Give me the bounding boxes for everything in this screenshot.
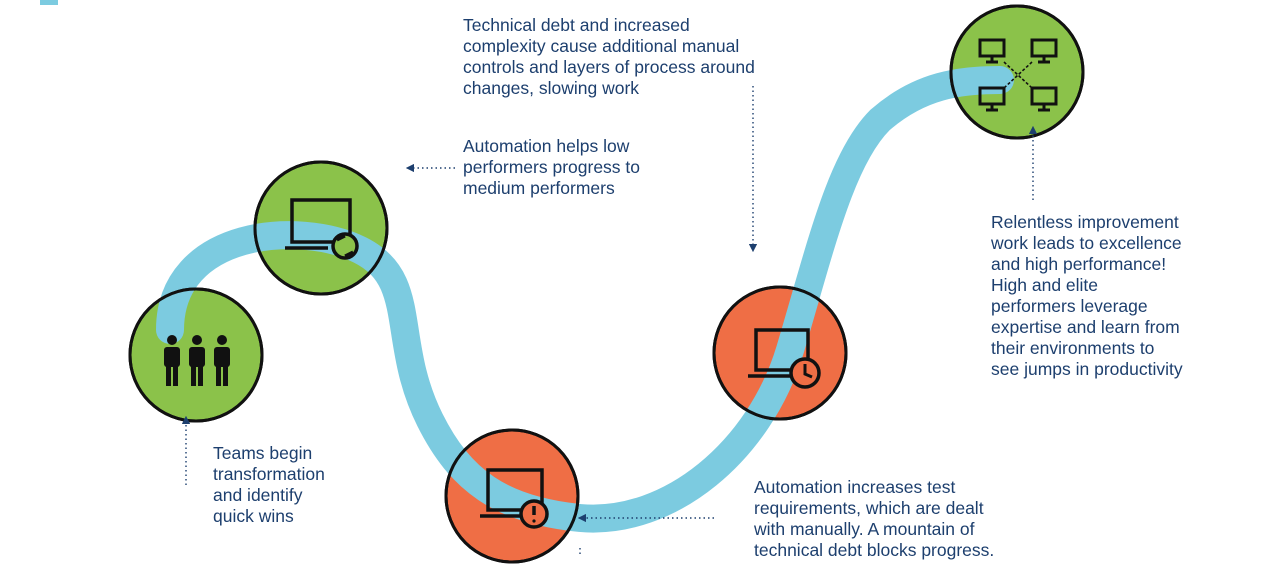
- caption-line: Relentless improvement: [991, 212, 1179, 232]
- caption-line: Technical debt and increased: [463, 15, 690, 35]
- caption-test-requirements: Automation increases test requirements, …: [754, 477, 994, 561]
- monitor-refresh-icon: [285, 198, 359, 260]
- caption-line: with manually. A mountain of: [754, 519, 975, 539]
- caption-line: quick wins: [213, 506, 294, 526]
- caption-line: complexity cause additional manual: [463, 36, 740, 56]
- caption-line: High and elite: [991, 275, 1099, 295]
- caption-line: expertise and learn from: [991, 317, 1180, 337]
- caption-technical-debt: Technical debt and increased complexity …: [463, 15, 755, 99]
- caption-line: Automation increases test: [754, 477, 956, 497]
- caption-line: transformation: [213, 464, 325, 484]
- caption-line: controls and layers of process around: [463, 57, 755, 77]
- caption-line: changes, slowing work: [463, 78, 640, 98]
- caption-line: performers leverage: [991, 296, 1148, 316]
- caption-line: Automation helps low: [463, 136, 630, 156]
- monitor-warning-icon: [480, 468, 549, 529]
- caption-line: and identify: [213, 485, 303, 505]
- caption-line: see jumps in productivity: [991, 359, 1183, 379]
- caption-line: Teams begin: [213, 443, 313, 463]
- corner-mark: [40, 0, 58, 5]
- people-icon: [164, 335, 230, 386]
- caption-line: technical debt blocks progress.: [754, 540, 995, 560]
- caption-teams: Teams begin transformation and identify …: [213, 443, 325, 527]
- caption-line: work leads to excellence: [991, 233, 1182, 253]
- caption-line: performers progress to: [463, 157, 641, 177]
- caption-line: their environments to: [991, 338, 1155, 358]
- stage-circle-automation-low: [253, 160, 389, 296]
- caption-line: requirements, which are dealt: [754, 498, 984, 518]
- caption-line: and high performance!: [991, 254, 1167, 274]
- stage-circle-test-requirements: [444, 428, 580, 564]
- caption-line: medium performers: [463, 178, 615, 198]
- network-icon: [978, 38, 1058, 112]
- monitor-clock-icon: [748, 328, 821, 389]
- caption-automation-low: Automation helps low performers progress…: [463, 136, 640, 199]
- caption-relentless-improvement: Relentless improvement work leads to exc…: [991, 212, 1183, 380]
